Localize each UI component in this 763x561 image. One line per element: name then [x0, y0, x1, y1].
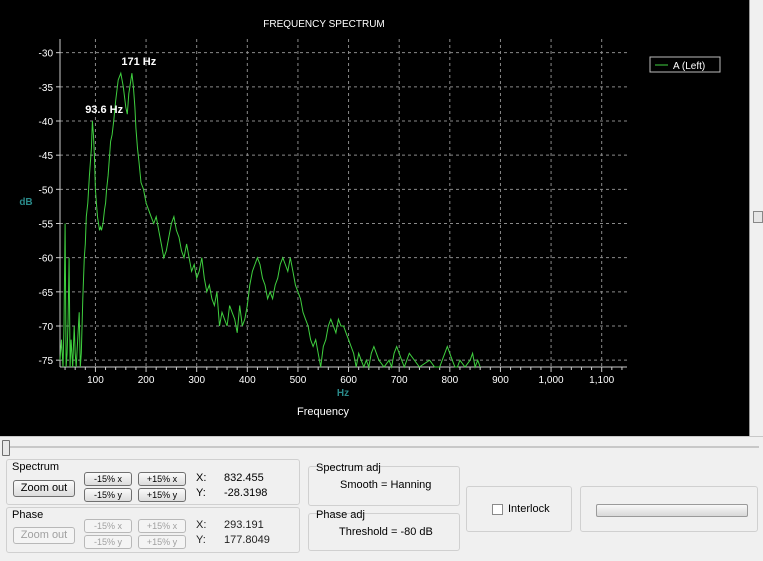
smoothing-setting[interactable]: Smooth = Hanning: [340, 479, 432, 491]
phase-adj-group: [308, 513, 460, 551]
spectrum-adj-group: [308, 466, 460, 506]
phase-y-value: 177.8049: [224, 534, 270, 546]
phase-x-label: X:: [196, 519, 207, 531]
spectrum-zoom-out-button[interactable]: Zoom out: [13, 480, 75, 497]
grid-lines: [60, 39, 627, 367]
y-tick-label: -30: [39, 49, 54, 60]
peak-annotations: 93.6 Hz 171 Hz: [85, 56, 157, 116]
spectrum-x-label: X:: [196, 472, 207, 484]
y-tick-label: -40: [39, 117, 54, 128]
x-tick-label: 500: [290, 375, 307, 386]
scroll-track: [4, 446, 759, 448]
x-tick-label: 400: [239, 375, 256, 386]
phase-group-label: Phase: [12, 509, 44, 521]
y-tick-label: -70: [39, 322, 54, 333]
x-axis-label: Frequency: [297, 406, 349, 418]
x-tick-label: 1,100: [589, 375, 614, 386]
spectrum-minus-y-button[interactable]: -15% y: [84, 488, 132, 502]
trace-layer: [59, 71, 481, 369]
phase-y-label: Y:: [196, 534, 206, 546]
horizontal-scrollbar[interactable]: [0, 436, 763, 457]
spectrum-adj-label: Spectrum adj: [316, 462, 381, 474]
x-tick-label: 600: [340, 375, 357, 386]
spectrum-plus-x-button[interactable]: +15% x: [138, 472, 186, 486]
y-tick-label: -45: [39, 151, 54, 162]
y-tick-label: -75: [39, 356, 54, 367]
horizontal-scroll-thumb[interactable]: [2, 440, 10, 456]
phase-plus-x-button[interactable]: +15% x: [138, 519, 186, 533]
x-tick-label: 200: [138, 375, 155, 386]
phase-plus-y-button[interactable]: +15% y: [138, 535, 186, 549]
interlock-group: [466, 486, 572, 532]
vertical-scroll-thumb[interactable]: [753, 211, 763, 223]
peak-label: 93.6 Hz: [85, 104, 123, 116]
interlock-label[interactable]: Interlock: [508, 503, 550, 515]
x-tick-label: 100: [87, 375, 104, 386]
phase-x-value: 293.191: [224, 519, 264, 531]
phase-zoom-out-button[interactable]: Zoom out: [13, 527, 75, 544]
progress-bar: [596, 504, 748, 517]
spectrum-x-value: 832.455: [224, 472, 264, 484]
threshold-setting[interactable]: Threshold = -80 dB: [339, 526, 433, 538]
y-tick-label: -60: [39, 254, 54, 265]
y-tick-label: -65: [39, 288, 54, 299]
y-tick-label: -55: [39, 220, 54, 231]
spectrum-group-label: Spectrum: [12, 461, 60, 473]
x-axis-unit: Hz: [337, 388, 349, 399]
peak-label: 171 Hz: [121, 56, 156, 68]
chart-title: FREQUENCY SPECTRUM: [263, 19, 385, 30]
spectrum-plus-y-button[interactable]: +15% y: [138, 488, 186, 502]
tick-labels: -30 -35 -40 -45 -50 -55 -60 -65 -70 -75 100 200 300 4…: [39, 49, 615, 386]
x-tick-label: 700: [391, 375, 408, 386]
x-tick-label: 1,000: [539, 375, 564, 386]
phase-minus-y-button[interactable]: -15% y: [84, 535, 132, 549]
phase-adj-label: Phase adj: [316, 509, 365, 521]
spectrum-trace-line: [59, 71, 481, 369]
frequency-spectrum-chart: FREQUENCY SPECTRUM -30 -35 -40 -45 -50 -55 -60…: [19, 19, 721, 418]
vertical-scrollbar[interactable]: [749, 0, 763, 436]
x-tick-label: 300: [188, 375, 205, 386]
spectrum-y-value: -28.3198: [224, 487, 268, 499]
y-axis-label: dB: [19, 197, 32, 208]
y-tick-label: -35: [39, 83, 54, 94]
y-tick-label: -50: [39, 185, 54, 196]
legend-label: A (Left): [673, 61, 705, 72]
x-tick-label: 900: [492, 375, 509, 386]
spectrum-y-label: Y:: [196, 487, 206, 499]
spectrum-plot-area[interactable]: FREQUENCY SPECTRUM -30 -35 -40 -45 -50 -55 -60…: [0, 0, 749, 436]
phase-minus-x-button[interactable]: -15% x: [84, 519, 132, 533]
x-tick-label: 800: [441, 375, 458, 386]
axes: [56, 39, 627, 372]
spectrum-minus-x-button[interactable]: -15% x: [84, 472, 132, 486]
interlock-checkbox[interactable]: [492, 504, 503, 515]
legend: A (Left): [649, 56, 721, 73]
